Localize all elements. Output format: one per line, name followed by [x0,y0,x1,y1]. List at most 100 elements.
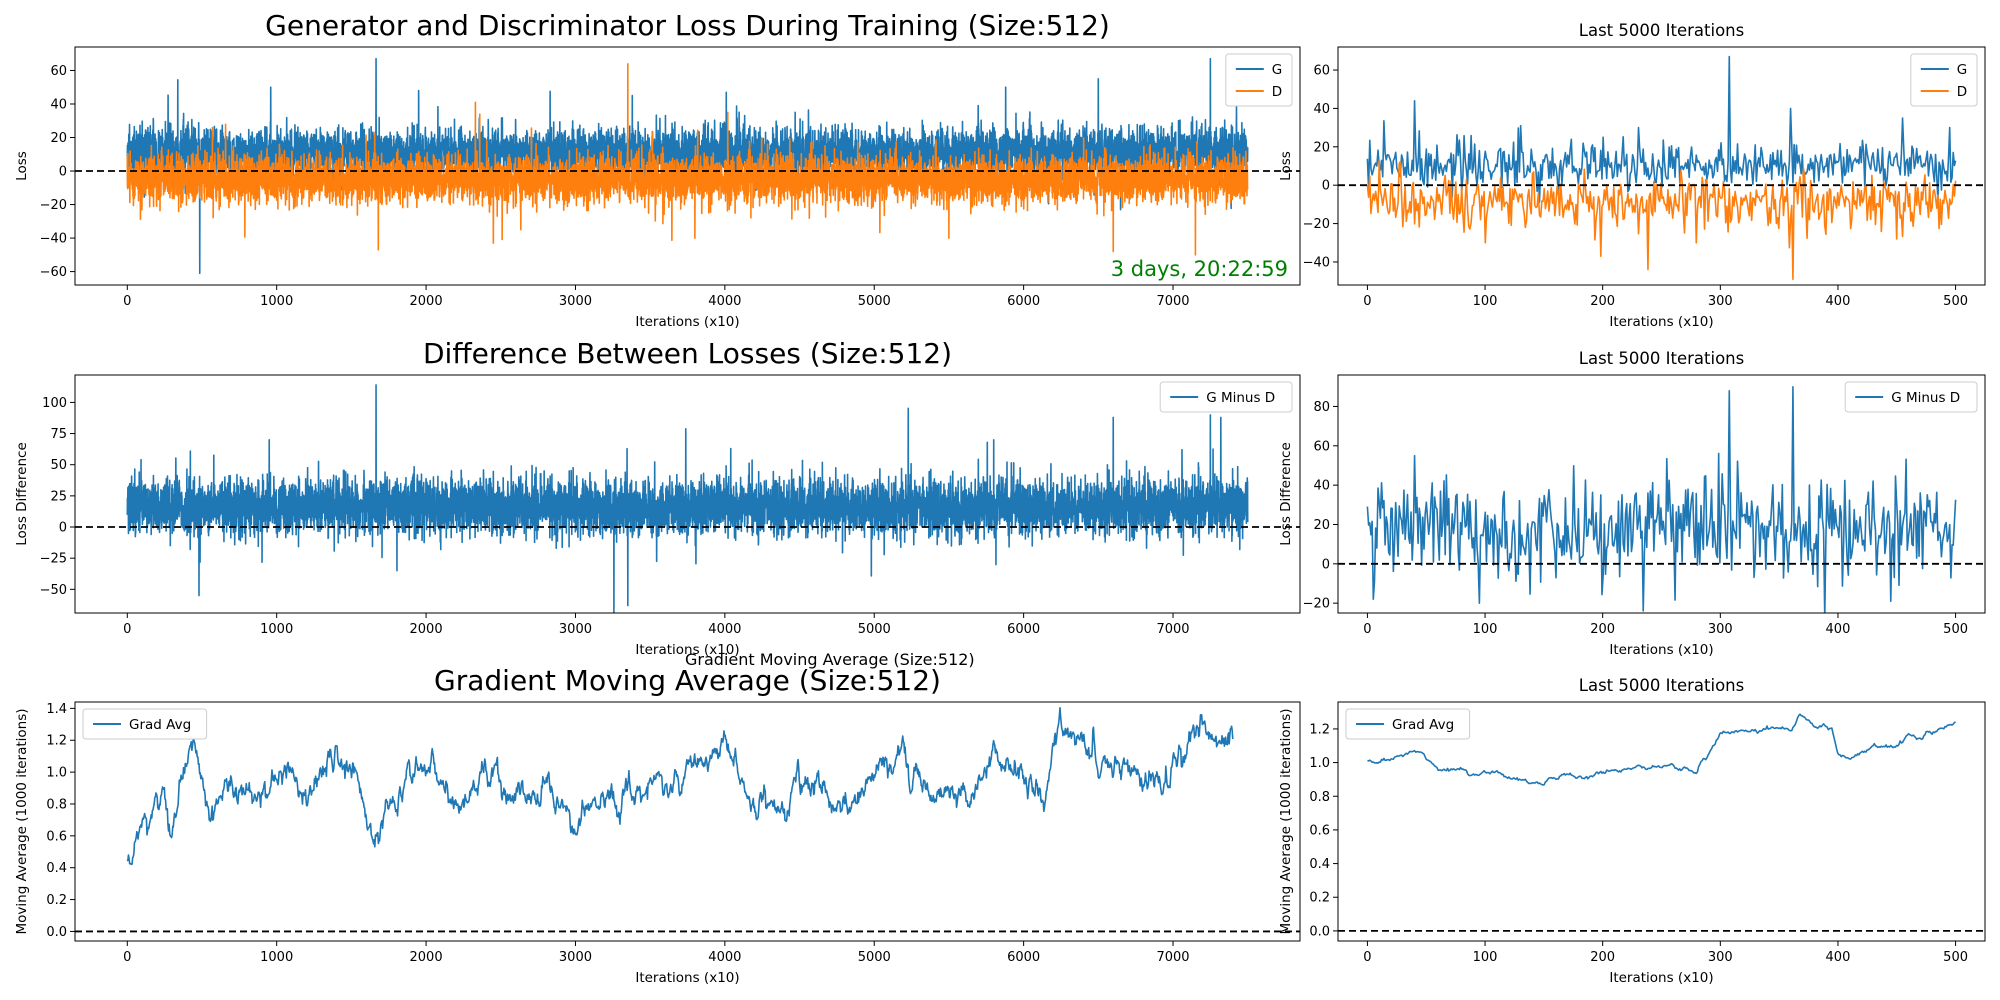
legend-entry-g-minus-d: G Minus D [1891,390,1960,406]
y-tick-label: 40 [50,97,67,112]
axes-frame [74,374,1301,614]
x-tick-label: 1000 [260,622,293,637]
legend-box [1345,708,1471,740]
legend-entry-d: D [1272,84,1282,100]
y-tick-label: 0.8 [46,797,67,812]
chart-panel-grad-full: 0 1000 2000 3000 4000 5000 6000 7000 0.0 0.2 0.4 0.… [14,664,1301,986]
legend: GD [1225,53,1293,107]
y-tick-label: 60 [50,64,67,79]
y-tick-label: −50 [40,583,67,598]
x-tick-label: 400 [1826,950,1851,965]
elapsed-time-annotation: 3 days, 20:22:59 [1111,257,1288,281]
x-axis-label: Iterations (x10) [1609,314,1713,330]
y-tick-label: 0 [59,521,67,536]
x-tick-label: 2000 [410,622,443,637]
x-tick-label: 300 [1708,950,1733,965]
x-tick-label: 1000 [260,950,293,965]
y-tick-label: 50 [50,458,67,473]
x-axis-label: Iterations (x10) [1609,642,1713,658]
x-tick-label: 4000 [708,294,741,309]
y-tick-label: 0.6 [1309,823,1330,838]
x-tick-label: 0 [1363,294,1371,309]
legend-box [1910,53,1978,107]
y-tick-label: 20 [1313,140,1330,155]
legend-entry-g: G [1272,62,1282,78]
chart-title: Last 5000 Iterations [1579,349,1744,368]
y-tick-label: 100 [42,396,67,411]
x-tick-label: 3000 [559,294,592,309]
x-tick-label: 0 [123,950,131,965]
y-axis-label: Loss [14,151,30,181]
y-tick-label: 0.0 [46,925,67,940]
y-tick-label: 0.2 [1309,891,1330,906]
legend: G Minus D [1844,381,1978,413]
legend-box [1225,53,1293,107]
y-tick-label: 40 [1313,479,1330,494]
chart-panel-grad-last: 0 100 200 300 400 500 0.0 0.2 0.4 0.6 0.8 1.0 1.2 Ite… [1278,676,1986,986]
y-tick-label: −25 [40,552,67,567]
x-tick-label: 0 [123,622,131,637]
legend-entry-grad-avg: Grad Avg [1392,717,1454,733]
plot-area [126,57,1249,275]
x-tick-label: 0 [1363,622,1371,637]
plot-area [1366,55,1957,281]
x-tick-label: 4000 [708,622,741,637]
y-tick-label: 20 [50,131,67,146]
series-line-g [1366,55,1957,203]
plot-area [1366,386,1957,613]
y-tick-label: 1.0 [1309,756,1330,771]
series-line-g-minus-d [126,384,1249,613]
series-line-d [1366,159,1957,281]
x-tick-label: 7000 [1156,622,1189,637]
y-tick-label: −20 [40,198,67,213]
axes-frame [1337,374,1986,614]
x-tick-label: 200 [1590,294,1615,309]
y-axis-label: Loss Difference [14,442,30,546]
x-tick-label: 500 [1943,950,1968,965]
x-tick-label: 3000 [559,950,592,965]
x-tick-label: 3000 [559,622,592,637]
chart-title: Generator and Discriminator Loss During … [265,9,1110,42]
series-line-d [126,62,1249,256]
x-tick-label: 200 [1590,950,1615,965]
x-tick-label: 0 [123,294,131,309]
y-tick-label: 0 [1322,179,1330,194]
axes-frame [1337,46,1986,286]
y-tick-label: 1.2 [1309,722,1330,737]
x-tick-label: 5000 [858,294,891,309]
series-line-grad-avg [126,707,1234,866]
plot-area [1367,713,1956,786]
x-tick-label: 5000 [858,622,891,637]
series-line-g [126,57,1249,275]
axes-frame [74,46,1301,286]
chart-panel-diff-full: 0 1000 2000 3000 4000 5000 6000 7000 −50 −25 0 25 50… [14,337,1301,658]
legend-entry-d: D [1957,84,1967,100]
legend-box [82,708,208,740]
y-tick-label: 0.4 [46,861,67,876]
y-tick-label: 0.6 [46,829,67,844]
chart-panel-diff-last: 0 100 200 300 400 500 −20 0 20 40 60 80 Iterations (… [1278,349,1986,658]
x-tick-label: 6000 [1007,950,1040,965]
y-tick-label: 25 [50,489,67,504]
legend: GD [1910,53,1978,107]
x-tick-label: 300 [1708,294,1733,309]
legend: Grad Avg [82,708,208,740]
plot-area [126,384,1249,613]
x-tick-label: 200 [1590,622,1615,637]
y-axis-label: Moving Average (1000 iterations) [1278,708,1294,934]
x-tick-label: 400 [1826,622,1851,637]
legend: Grad Avg [1345,708,1471,740]
x-tick-label: 6000 [1007,294,1040,309]
y-tick-label: 40 [1313,102,1330,117]
y-tick-label: 1.0 [46,766,67,781]
y-tick-label: −20 [1303,597,1330,612]
legend: G Minus D [1159,381,1293,413]
chart-title: Gradient Moving Average (Size:512) [434,664,941,697]
y-tick-label: 20 [1313,518,1330,533]
gen-text-0: Gradient Moving Average (Size:512) [685,650,975,669]
x-tick-label: 4000 [708,950,741,965]
x-axis-label: Iterations (x10) [635,970,739,986]
x-tick-label: 2000 [410,950,443,965]
y-tick-label: −60 [40,265,67,280]
